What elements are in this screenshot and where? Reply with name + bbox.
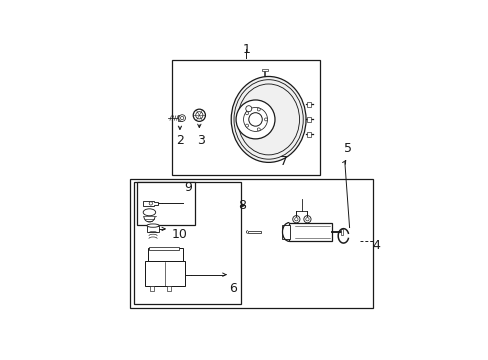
- Bar: [262, 69, 267, 72]
- Text: 5: 5: [343, 142, 351, 155]
- Circle shape: [264, 118, 267, 121]
- Circle shape: [195, 112, 203, 119]
- Ellipse shape: [231, 76, 305, 162]
- Bar: [149, 247, 178, 250]
- Bar: [145, 261, 185, 286]
- Ellipse shape: [143, 209, 155, 216]
- Circle shape: [257, 128, 260, 131]
- Bar: [307, 117, 311, 122]
- Bar: [247, 231, 261, 233]
- Bar: [171, 60, 319, 175]
- Bar: [307, 102, 311, 107]
- Circle shape: [179, 115, 185, 121]
- Bar: [150, 286, 154, 291]
- Bar: [166, 286, 171, 291]
- Circle shape: [180, 116, 183, 120]
- Bar: [134, 182, 241, 304]
- Circle shape: [245, 124, 248, 127]
- Text: 10: 10: [172, 228, 187, 241]
- Bar: [137, 182, 195, 225]
- Text: 2: 2: [176, 134, 183, 147]
- Text: 1: 1: [242, 43, 250, 56]
- Circle shape: [292, 216, 299, 223]
- Bar: [307, 132, 311, 137]
- Circle shape: [257, 108, 260, 111]
- Text: 7: 7: [279, 154, 287, 167]
- Bar: [177, 115, 182, 121]
- Circle shape: [294, 217, 297, 221]
- Text: 9: 9: [184, 181, 192, 194]
- Ellipse shape: [146, 224, 159, 227]
- Polygon shape: [142, 201, 158, 206]
- Circle shape: [245, 112, 248, 115]
- Circle shape: [193, 109, 205, 121]
- Bar: [146, 226, 159, 232]
- Text: 4: 4: [372, 239, 380, 252]
- Circle shape: [149, 202, 152, 205]
- Circle shape: [303, 216, 310, 223]
- Bar: [130, 179, 372, 308]
- Circle shape: [305, 217, 308, 221]
- Circle shape: [243, 107, 267, 131]
- Text: 8: 8: [237, 199, 245, 212]
- Circle shape: [248, 113, 262, 126]
- Bar: [340, 229, 342, 235]
- Circle shape: [245, 106, 251, 112]
- Circle shape: [236, 100, 274, 139]
- Bar: [289, 222, 332, 242]
- Text: 3: 3: [196, 134, 204, 147]
- Bar: [148, 248, 183, 261]
- Bar: [282, 225, 290, 239]
- Text: 6: 6: [228, 282, 236, 295]
